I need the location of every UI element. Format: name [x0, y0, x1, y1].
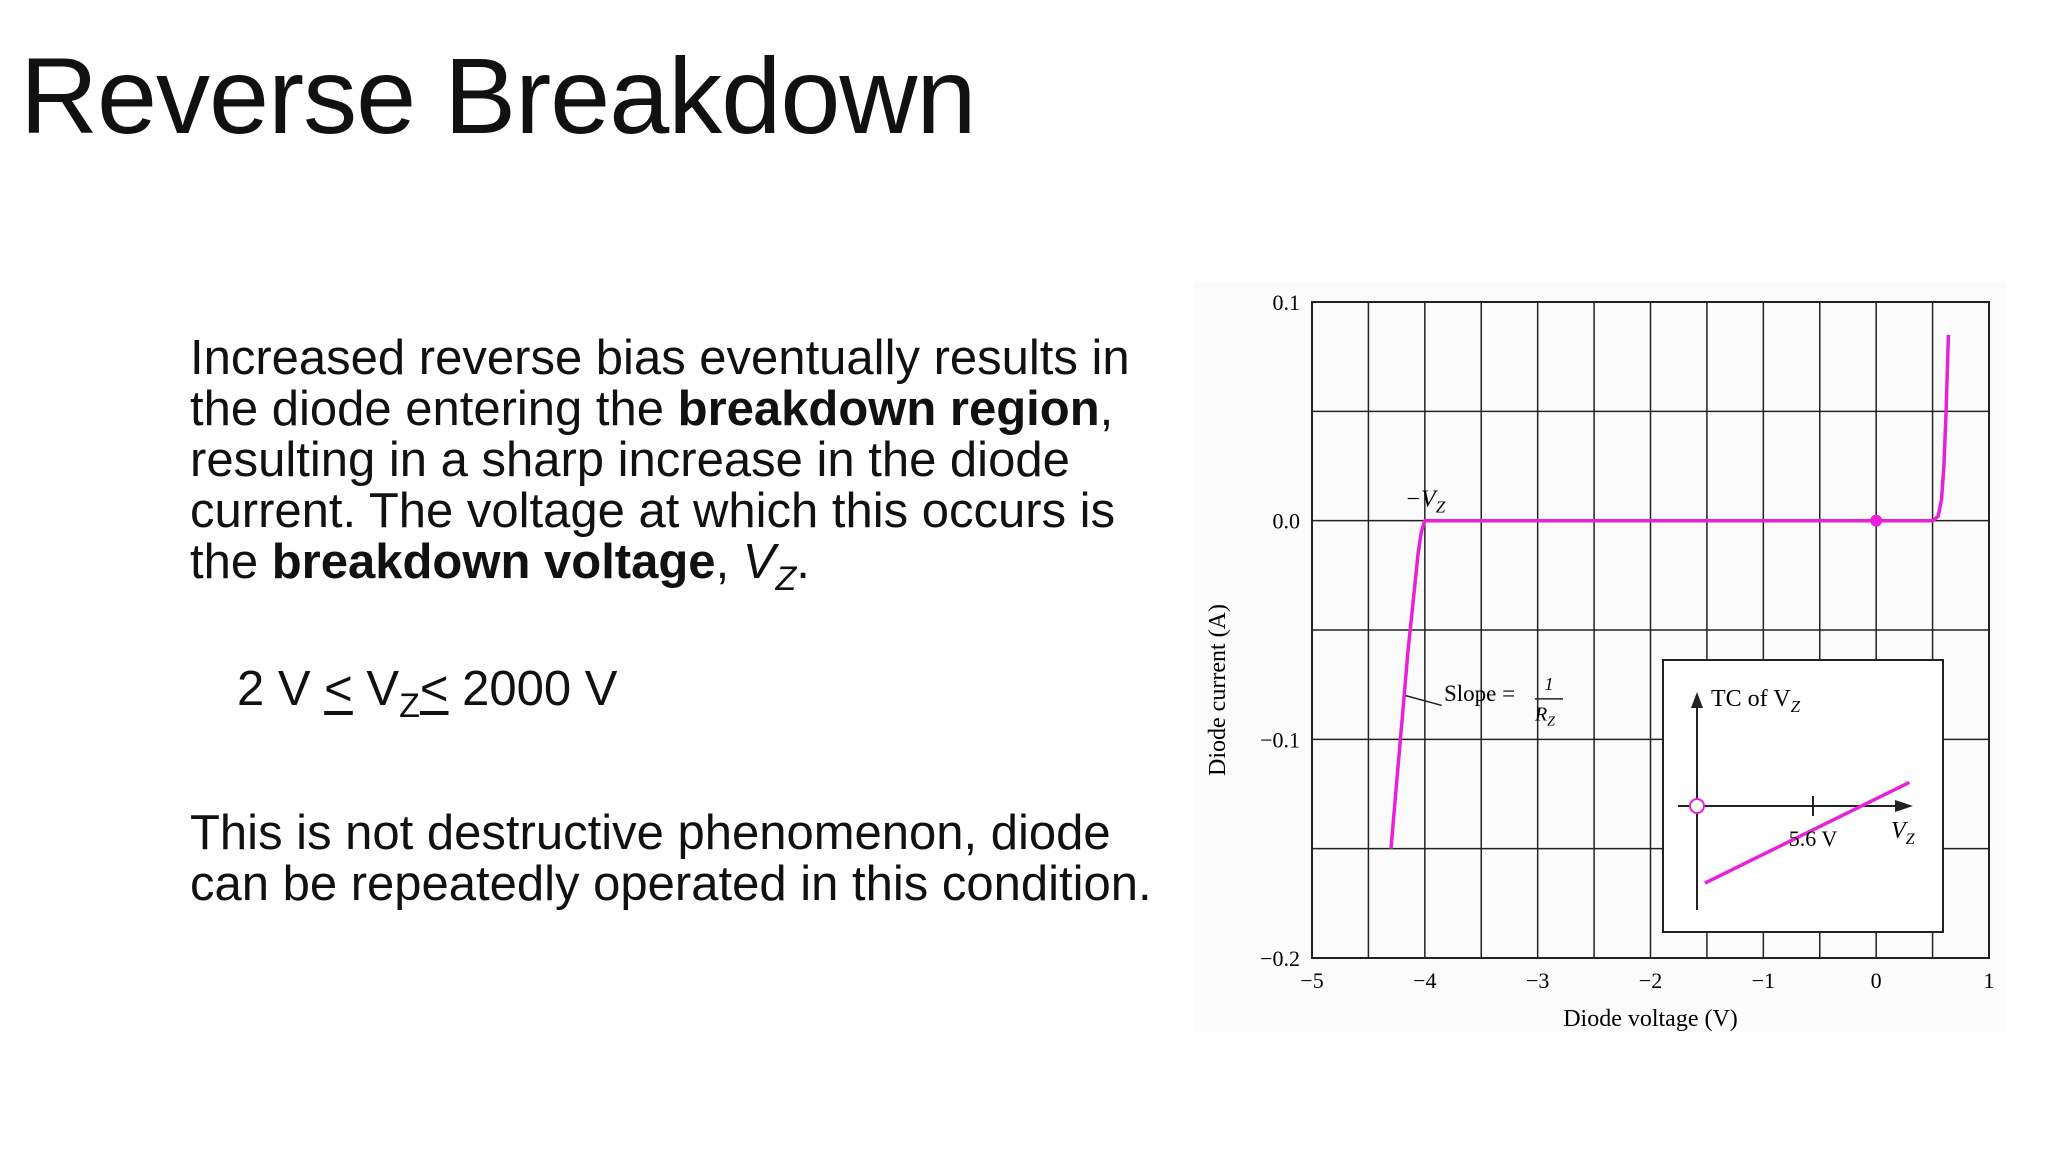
tc-inset: TC of VZ 5.6 V VZ [1662, 659, 1944, 933]
inset-up-arrow-icon [1691, 692, 1703, 708]
inset-box [1662, 659, 1944, 933]
inset-x-label: VZ [1891, 818, 1916, 848]
slope-leader-line [1405, 694, 1442, 707]
vz-range-inequality: 2 V < VZ< 2000 V [237, 662, 618, 725]
neg-vz-text: −V [1405, 487, 1438, 513]
x-tick-label: −5 [1300, 968, 1323, 993]
x-tick-labels: −5 −4 −3 −2 −1 0 1 [1300, 968, 1994, 993]
inset-mark-label: 5.6 V [1789, 826, 1838, 851]
inset-right-arrow-icon [1895, 800, 1913, 812]
x-tick-label: −3 [1526, 968, 1549, 993]
ineq-left: 2 V [237, 662, 325, 716]
neg-vz-sub: Z [1436, 498, 1446, 517]
slope-den-sub: Z [1547, 715, 1555, 730]
diode-iv-chart: −5 −4 −3 −2 −1 0 1 0.1 0.0 −0.1 −0.2 Diode voltag… [1205, 290, 1995, 1032]
plot-frame [1311, 301, 1990, 959]
non-destructive-paragraph: This is not destructive phenomenon, diod… [190, 806, 1152, 911]
slope-denominator: RZ [1534, 704, 1555, 730]
x-axis-label: Diode voltage (V) [1563, 1006, 1738, 1032]
neg-vz-label: −VZ [1405, 487, 1446, 517]
slope-den-r: R [1534, 704, 1547, 726]
y-axis-label: Diode current (A) [1205, 604, 1231, 776]
slope-numerator: 1 [1544, 674, 1553, 694]
inset-origin-circle [1689, 798, 1705, 814]
breakdown-paragraph: Increased reverse bias eventually result… [190, 333, 1180, 605]
ineq-le-1: < [324, 662, 353, 716]
x-tick-label: 1 [1984, 968, 1995, 993]
ineq-right: 2000 V [448, 662, 618, 716]
y-tick-label: 0.0 [1273, 509, 1301, 534]
slide-title: Reverse Breakdown [20, 35, 976, 156]
x-tick-label: −4 [1413, 968, 1436, 993]
para1-text-3: , [715, 535, 743, 589]
x-tick-label: −1 [1752, 968, 1775, 993]
x-tick-label: 0 [1871, 968, 1882, 993]
inset-title-sub: Z [1791, 697, 1801, 716]
breakdown-region-term: breakdown region [677, 382, 1100, 436]
vz-symbol: V [742, 535, 776, 589]
y-tick-labels: 0.1 0.0 −0.1 −0.2 [1260, 290, 1300, 971]
vz-subscript: Z [775, 560, 797, 598]
para1-text-4: . [796, 535, 810, 589]
inset-title-text: TC of V [1711, 686, 1791, 712]
inset-x-sub: Z [1906, 831, 1916, 848]
para1-text-1: Increased reverse bias eventually result… [190, 331, 1130, 436]
breakdown-voltage-term: breakdown voltage [271, 535, 716, 589]
y-tick-label: 0.1 [1273, 290, 1301, 315]
origin-marker [1870, 514, 1883, 527]
iv-curve [1389, 334, 1951, 849]
ineq-v-sub: Z [399, 687, 420, 725]
y-tick-label: −0.2 [1260, 946, 1300, 971]
x-tick-label: −2 [1639, 968, 1662, 993]
inset-tc-line [1704, 780, 1911, 885]
ineq-v: V [352, 662, 400, 716]
inset-x-text: V [1891, 818, 1908, 844]
ineq-le-2: < [419, 662, 449, 716]
inset-title: TC of VZ [1711, 686, 1801, 716]
y-tick-label: −0.1 [1260, 727, 1300, 752]
para1-text-2: , resulting in a sharp increase in the d… [190, 382, 1116, 589]
slope-label: Slope = [1444, 681, 1515, 706]
